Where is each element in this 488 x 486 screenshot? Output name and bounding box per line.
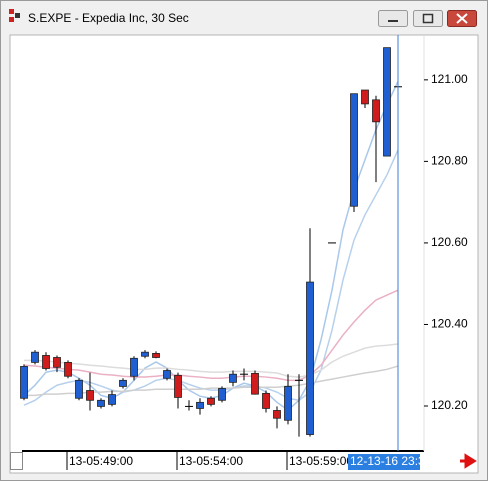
candle-body <box>75 379 83 399</box>
maximize-button[interactable] <box>413 10 443 27</box>
moving-average-line <box>23 289 399 382</box>
candle-body <box>306 281 314 435</box>
candle-body <box>273 410 281 419</box>
minimize-button[interactable] <box>378 10 408 27</box>
scroll-box[interactable] <box>10 452 23 470</box>
y-tick-label: 120.60 <box>431 235 468 249</box>
candle-body <box>229 373 237 383</box>
x-tick-label: 13-05:59:00 <box>289 454 353 468</box>
candle-body <box>97 399 105 407</box>
crosshair-label: 12-13-16 23:34:00 <box>350 454 448 468</box>
candle-body <box>174 375 182 398</box>
y-tick-label: 120.40 <box>431 317 468 331</box>
candle-body <box>31 351 39 363</box>
candle-body <box>207 397 215 405</box>
candle-body <box>141 351 149 357</box>
chart-panel <box>9 34 479 474</box>
moving-average-line <box>24 343 399 378</box>
candle-body <box>196 401 204 409</box>
x-tick-label: 13-05:49:00 <box>69 454 133 468</box>
close-button[interactable] <box>447 10 477 27</box>
candle-body <box>20 366 28 399</box>
y-tick-label: 120.20 <box>431 398 468 412</box>
window-title: S.EXPE - Expedia Inc, 30 Sec <box>28 11 189 25</box>
candle-body <box>130 357 138 377</box>
candle-body <box>53 357 61 368</box>
candle-body <box>361 89 369 105</box>
moving-average-line <box>23 149 399 406</box>
candle-body <box>218 388 226 401</box>
scroll-right-arrow[interactable] <box>460 453 477 469</box>
candle-body <box>262 392 270 409</box>
app-icon <box>9 17 14 22</box>
candle-body <box>350 93 358 207</box>
app-icon <box>9 9 14 14</box>
candle-body <box>64 361 72 377</box>
candle-body <box>251 372 259 395</box>
x-tick-label: 13-05:54:00 <box>179 454 243 468</box>
app-icon <box>15 13 20 18</box>
candle-body <box>42 355 50 369</box>
crosshair-label-box <box>348 454 420 470</box>
candle-body <box>108 394 116 405</box>
candle-body <box>383 47 391 157</box>
y-tick-label: 121.00 <box>431 72 468 86</box>
candle-body <box>284 386 292 421</box>
candle-body <box>152 353 160 358</box>
candle-body <box>86 390 94 401</box>
candle-body <box>163 370 171 379</box>
y-tick-label: 120.80 <box>431 154 468 168</box>
candle-body <box>119 379 127 387</box>
candle-body <box>372 99 380 123</box>
